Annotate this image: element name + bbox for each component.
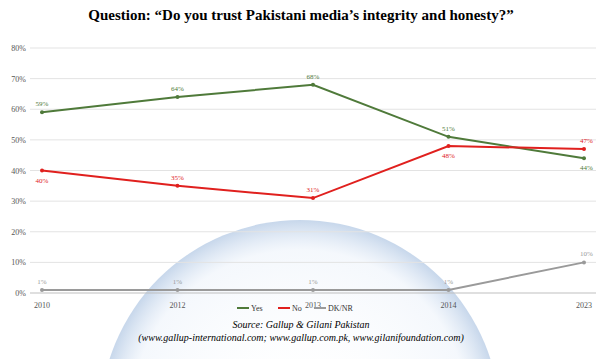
annotation: (www.gallup-international.com; www.gallu…	[138, 332, 464, 344]
point	[311, 288, 315, 292]
point	[40, 110, 44, 114]
point	[176, 288, 180, 292]
data-label: 1%	[37, 278, 47, 286]
y-tick-label: 70%	[11, 75, 26, 84]
data-label: 64%	[171, 85, 184, 93]
data-label: 59%	[36, 100, 49, 108]
legend-swatch	[314, 307, 326, 309]
data-label: 10%	[580, 250, 593, 258]
data-label: 1%	[308, 278, 318, 286]
title: Question: “Do you trust Pakistani media’…	[88, 7, 513, 23]
data-label: 48%	[442, 152, 455, 160]
point	[176, 184, 180, 188]
series-line	[42, 146, 584, 198]
legend-label: DK/NR	[328, 304, 354, 313]
y-tick-label: 30%	[11, 197, 26, 206]
data-label: 31%	[307, 186, 320, 194]
data-label: 40%	[36, 177, 49, 185]
data-label: 1%	[173, 278, 183, 286]
grid-line	[30, 201, 596, 202]
point	[447, 288, 451, 292]
grid-line	[30, 109, 596, 110]
y-tick-label: 80%	[11, 44, 26, 53]
x-tick-label: 2010	[34, 301, 50, 310]
y-tick-label: 20%	[11, 228, 26, 237]
data-label: 44%	[580, 164, 593, 172]
data-label: 47%	[580, 137, 593, 145]
marks	[40, 83, 586, 292]
point	[40, 169, 44, 173]
point	[447, 135, 451, 139]
chart: Question: “Do you trust Pakistani media’…	[0, 0, 602, 359]
point	[311, 83, 315, 87]
grid-line	[30, 48, 596, 49]
point	[582, 156, 586, 160]
grid-line	[30, 170, 596, 171]
data-label: 1%	[444, 278, 454, 286]
data-label: 35%	[171, 174, 184, 182]
x-tick-label: 2023	[576, 301, 592, 310]
y-tick-label: 60%	[11, 105, 26, 114]
y-tick-label: 10%	[11, 258, 26, 267]
x-tick-label: 2014	[441, 301, 457, 310]
point	[447, 144, 451, 148]
y-tick-label: 0%	[15, 289, 26, 298]
data-label: 51%	[442, 125, 455, 133]
legend-label: No	[292, 304, 302, 313]
legend-swatch	[278, 307, 290, 309]
grid-line	[30, 139, 596, 140]
point	[176, 95, 180, 99]
y-tick-label: 40%	[11, 167, 26, 176]
grid-line	[30, 262, 596, 263]
point	[311, 196, 315, 200]
series-line	[42, 262, 584, 290]
point	[582, 260, 586, 264]
legend-label: Yes	[251, 304, 263, 313]
annotation: Source: Gallup & Gilani Pakistan	[233, 319, 370, 330]
x-tick-label: 2012	[170, 301, 186, 310]
grid-line	[30, 293, 596, 294]
legend-swatch	[237, 307, 249, 309]
point	[40, 288, 44, 292]
data-label: 68%	[307, 73, 320, 81]
point	[582, 147, 586, 151]
y-tick-label: 50%	[11, 136, 26, 145]
grid-line	[30, 231, 596, 232]
